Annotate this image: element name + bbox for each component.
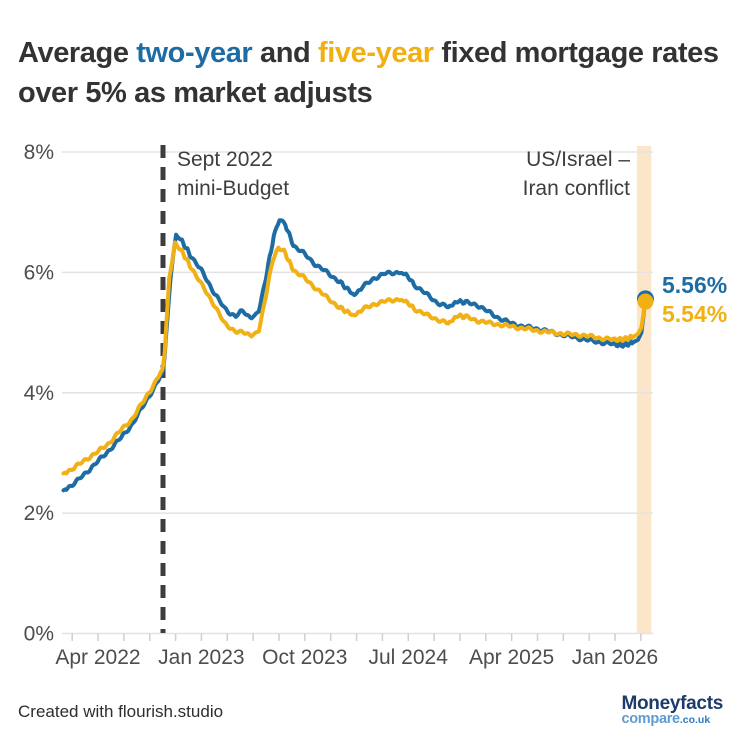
x-axis-tick-label: Oct 2023 <box>262 646 347 669</box>
title-segment-ink: Average <box>18 37 137 70</box>
annotation-us-israel-iran-conflict: US/Israel – Iran conflict <box>522 148 630 200</box>
x-axis-tick-label: Jan 2026 <box>572 646 658 669</box>
series-line-five-year <box>61 240 648 476</box>
title-segment-blue: two-year <box>136 37 253 70</box>
event-band-us-israel-iran <box>636 146 652 634</box>
moneyfacts-logo: Moneyfacts compare.co.uk <box>621 694 723 727</box>
title-segment-yellow: five-year <box>317 37 434 70</box>
y-axis-tick-label: 8% <box>24 141 54 164</box>
x-axis-tick-label: Apr 2025 <box>469 646 554 669</box>
flourish-credit: Created with flourish.studio <box>18 702 224 721</box>
annotation-sept-2022-mini-budget: Sept 2022 mini-Budget <box>177 148 290 200</box>
series-line-two-year <box>61 218 648 493</box>
x-axis-tick-label: Jul 2024 <box>368 646 448 669</box>
moneyfacts-logo-compare: compare <box>621 711 680 727</box>
y-axis-tick-label: 2% <box>24 502 54 525</box>
x-axis-tick-label: Jan 2023 <box>158 646 244 669</box>
title-segment-ink: fixed mortgage rates over 5% as market a… <box>18 37 719 110</box>
y-axis-tick-label: 0% <box>24 623 54 646</box>
end-value-label-five-year: 5.54% <box>662 301 727 327</box>
moneyfacts-logo-wordmark: Moneyfacts <box>621 693 723 714</box>
page-title: Average two-year and five-year fixed mor… <box>18 33 724 113</box>
moneyfacts-logo-couk: .co.uk <box>679 714 711 726</box>
y-axis-tick-label: 4% <box>24 382 54 405</box>
end-marker-five-year <box>637 293 654 310</box>
end-value-label-two-year: 5.56% <box>662 272 727 298</box>
moneyfacts-logo-subline: compare.co.uk <box>621 711 723 727</box>
y-axis-tick-label: 6% <box>24 261 54 284</box>
x-axis-tick-label: Apr 2022 <box>55 646 140 669</box>
title-segment-ink: and <box>252 37 318 70</box>
